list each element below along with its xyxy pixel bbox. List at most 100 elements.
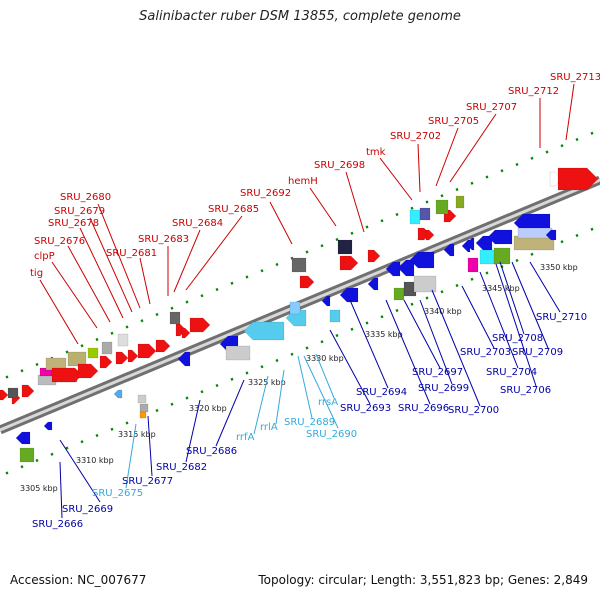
tick-mark bbox=[260, 269, 264, 273]
gene-arrow bbox=[339, 255, 359, 271]
callout-line bbox=[345, 171, 365, 233]
gene-label: SRU_2694 bbox=[356, 387, 407, 398]
gene-label: SRU_2699 bbox=[418, 383, 469, 394]
tick-mark bbox=[5, 471, 9, 475]
gene-arrow bbox=[367, 249, 381, 263]
tick-mark bbox=[305, 346, 309, 350]
gene-arrow bbox=[181, 327, 191, 339]
gene-box bbox=[169, 311, 181, 325]
tick-mark bbox=[515, 258, 519, 263]
callout-line bbox=[275, 369, 285, 425]
tick-mark bbox=[5, 375, 9, 379]
callout-line bbox=[565, 83, 575, 141]
tick-mark bbox=[530, 156, 534, 160]
gene-label: SRU_2710 bbox=[536, 312, 587, 323]
gene-arrow bbox=[115, 351, 129, 365]
tick-mark bbox=[305, 250, 309, 254]
gene-label: SRU_2705 bbox=[428, 116, 479, 127]
callout-line bbox=[511, 261, 549, 349]
gene-label: rrsA bbox=[318, 397, 338, 408]
gene-box bbox=[467, 257, 479, 273]
gene-arrow bbox=[0, 389, 9, 401]
callout-line bbox=[39, 279, 79, 345]
callout-line bbox=[461, 285, 495, 349]
gene-label: SRU_2700 bbox=[448, 405, 499, 416]
accession-text: Accession: NC_007677 bbox=[10, 573, 147, 587]
gene-arrow bbox=[21, 384, 35, 398]
tick-mark bbox=[440, 194, 444, 198]
callout-line bbox=[297, 355, 313, 419]
callout-line bbox=[303, 355, 339, 429]
tick-mark bbox=[95, 337, 99, 342]
tick-mark bbox=[455, 283, 459, 288]
tick-mark bbox=[200, 390, 204, 394]
callout-line bbox=[79, 227, 124, 319]
map-title: Salinibacter ruber DSM 13855, complete g… bbox=[139, 9, 461, 24]
tick-mark bbox=[245, 371, 249, 375]
gene-label: SRU_2680 bbox=[60, 192, 111, 203]
gene-label: SRU_2698 bbox=[314, 160, 365, 171]
tick-mark bbox=[320, 340, 324, 344]
tick-mark bbox=[260, 365, 264, 369]
callout-line bbox=[185, 215, 243, 291]
callout-line bbox=[97, 203, 141, 309]
tick-mark bbox=[425, 296, 429, 300]
gene-box bbox=[329, 309, 341, 323]
gene-box bbox=[337, 239, 353, 255]
tick-mark bbox=[20, 465, 24, 469]
gene-label: rrlA bbox=[260, 422, 278, 433]
tick-mark bbox=[20, 369, 24, 373]
gene-label: SRU_2683 bbox=[138, 234, 189, 245]
kbp-label: 3330 kbp bbox=[306, 354, 344, 363]
callout-line bbox=[215, 379, 245, 447]
gene-label: tmk bbox=[366, 147, 386, 158]
gene-label: SRU_2686 bbox=[186, 446, 237, 457]
gene-label: SRU_2706 bbox=[500, 385, 551, 396]
gene-label: SRU_2685 bbox=[208, 204, 259, 215]
callout-line bbox=[185, 399, 201, 463]
gene-arrow bbox=[367, 277, 379, 291]
tick-mark bbox=[560, 240, 564, 244]
tick-mark bbox=[185, 396, 189, 400]
callout-lines bbox=[39, 83, 575, 519]
gene-label: hemH bbox=[288, 176, 318, 187]
callout-line bbox=[253, 375, 269, 435]
gene-label: SRU_2669 bbox=[62, 504, 113, 515]
tick-mark bbox=[95, 433, 99, 438]
gene-label: SRU_2666 bbox=[32, 519, 83, 530]
tick-mark bbox=[545, 150, 549, 154]
kbp-label: 3310 kbp bbox=[76, 456, 114, 465]
tick-mark bbox=[170, 306, 174, 310]
tick-mark bbox=[470, 181, 474, 185]
gene-label: SRU_2708 bbox=[492, 333, 543, 344]
gene-arrow bbox=[43, 421, 53, 431]
gene-arrow bbox=[77, 363, 99, 379]
gene-label: clpP bbox=[34, 251, 55, 262]
callout-line bbox=[125, 423, 137, 489]
gene-label: SRU_2678 bbox=[48, 218, 99, 229]
callout-line bbox=[147, 415, 153, 477]
gene-label: SRU_2675 bbox=[92, 488, 143, 499]
gene-label: SRU_2709 bbox=[512, 347, 563, 358]
tick-mark bbox=[410, 206, 414, 210]
gene-arrow bbox=[385, 261, 401, 277]
tick-mark bbox=[500, 169, 504, 173]
gene-label: SRU_2677 bbox=[122, 476, 173, 487]
tick-mark bbox=[485, 271, 489, 275]
gene-box bbox=[409, 209, 421, 225]
tick-mark bbox=[425, 200, 429, 204]
gene-box bbox=[137, 394, 147, 404]
callout-line bbox=[139, 257, 151, 305]
gene-box bbox=[225, 345, 251, 361]
tick-mark bbox=[575, 233, 579, 238]
tick-mark bbox=[395, 308, 399, 313]
tick-mark bbox=[215, 287, 219, 292]
gene-box bbox=[117, 333, 129, 347]
tick-mark bbox=[350, 231, 354, 235]
tick-mark bbox=[50, 452, 54, 456]
gene-label: SRU_2702 bbox=[390, 131, 441, 142]
gene-arrow bbox=[99, 355, 113, 369]
tick-mark bbox=[455, 187, 459, 192]
